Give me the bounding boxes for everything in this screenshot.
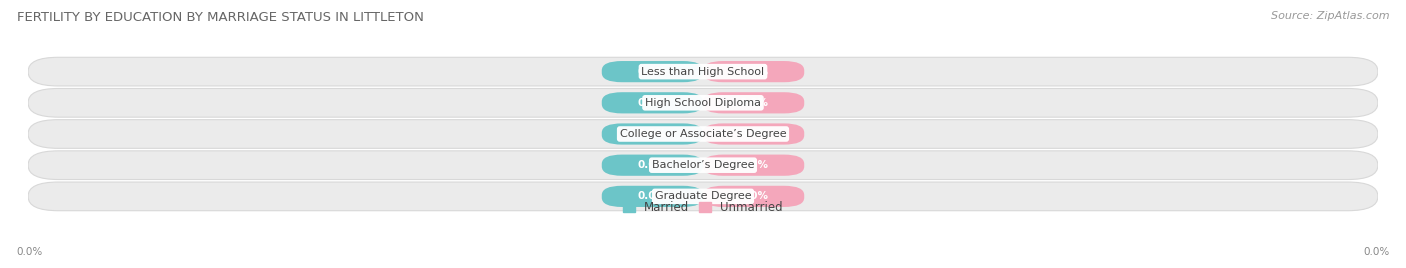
FancyBboxPatch shape xyxy=(703,92,804,113)
Text: 0.0%: 0.0% xyxy=(638,129,666,139)
FancyBboxPatch shape xyxy=(602,92,703,113)
FancyBboxPatch shape xyxy=(28,120,1378,148)
Text: 0.0%: 0.0% xyxy=(740,191,768,201)
Text: College or Associate’s Degree: College or Associate’s Degree xyxy=(620,129,786,139)
FancyBboxPatch shape xyxy=(602,123,703,145)
FancyBboxPatch shape xyxy=(602,61,703,82)
Text: Graduate Degree: Graduate Degree xyxy=(655,191,751,201)
FancyBboxPatch shape xyxy=(703,61,804,82)
Text: FERTILITY BY EDUCATION BY MARRIAGE STATUS IN LITTLETON: FERTILITY BY EDUCATION BY MARRIAGE STATU… xyxy=(17,11,423,24)
FancyBboxPatch shape xyxy=(703,155,804,176)
FancyBboxPatch shape xyxy=(703,123,804,145)
FancyBboxPatch shape xyxy=(28,88,1378,117)
Text: 0.0%: 0.0% xyxy=(1362,247,1389,257)
Text: Less than High School: Less than High School xyxy=(641,67,765,77)
Text: Bachelor’s Degree: Bachelor’s Degree xyxy=(652,160,754,170)
Text: Source: ZipAtlas.com: Source: ZipAtlas.com xyxy=(1271,11,1389,21)
Text: 0.0%: 0.0% xyxy=(638,67,666,77)
Text: 0.0%: 0.0% xyxy=(740,67,768,77)
FancyBboxPatch shape xyxy=(28,57,1378,86)
Text: 0.0%: 0.0% xyxy=(638,191,666,201)
Text: 0.0%: 0.0% xyxy=(740,160,768,170)
FancyBboxPatch shape xyxy=(28,151,1378,180)
Text: 0.0%: 0.0% xyxy=(638,160,666,170)
Text: 0.0%: 0.0% xyxy=(740,98,768,108)
Text: 0.0%: 0.0% xyxy=(17,247,44,257)
FancyBboxPatch shape xyxy=(28,182,1378,211)
Text: 0.0%: 0.0% xyxy=(638,98,666,108)
FancyBboxPatch shape xyxy=(602,186,703,207)
Text: 0.0%: 0.0% xyxy=(740,129,768,139)
Text: High School Diploma: High School Diploma xyxy=(645,98,761,108)
FancyBboxPatch shape xyxy=(703,186,804,207)
Legend: Married, Unmarried: Married, Unmarried xyxy=(620,197,786,217)
FancyBboxPatch shape xyxy=(602,155,703,176)
